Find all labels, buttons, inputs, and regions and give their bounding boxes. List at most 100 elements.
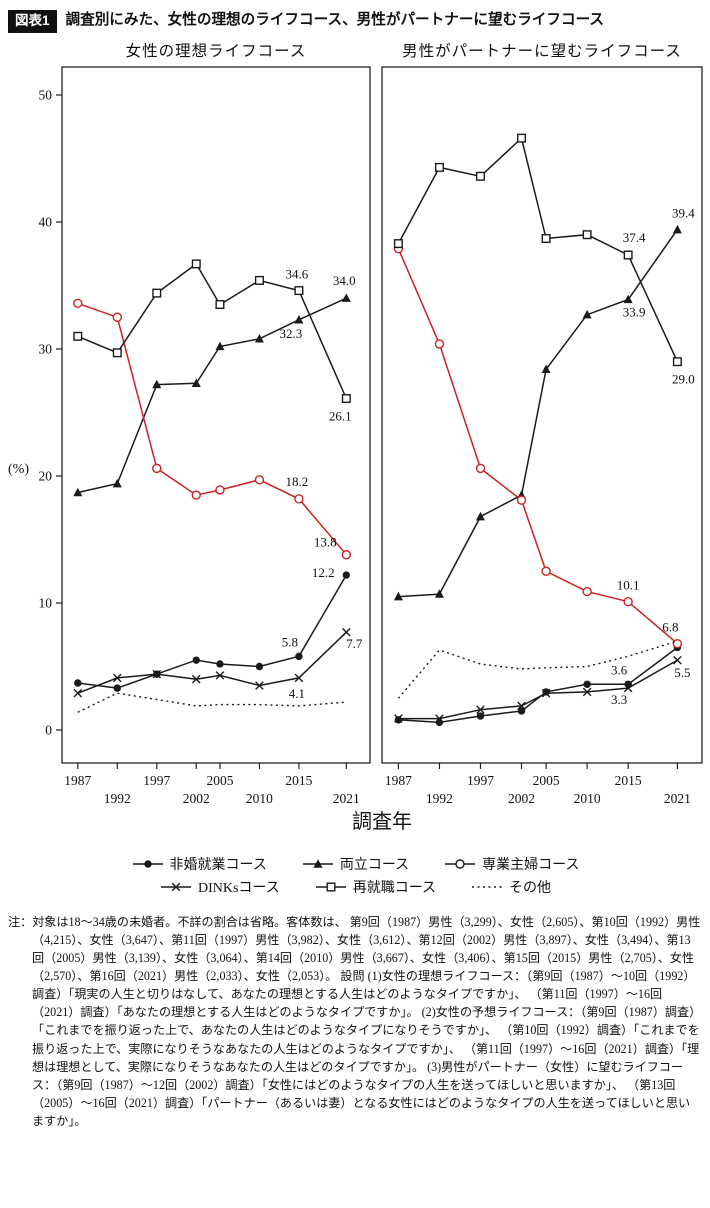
triangle-filled-marker-icon — [313, 858, 323, 868]
figure-number-badge: 図表1 — [8, 10, 57, 33]
series-marker-reemployment — [73, 331, 83, 341]
series-marker-dinks — [342, 627, 351, 637]
x-tick-label: 2002 — [183, 791, 210, 806]
series-marker-non-marriage-work — [394, 715, 403, 724]
x-tick-label: 2010 — [246, 791, 273, 806]
series-marker-non-marriage-work — [192, 655, 200, 664]
y-axis-label: (%) — [8, 462, 29, 477]
legend-item-reemployment: 再就職コース — [314, 877, 436, 897]
life-course-line-chart: (%) 女性の理想ライフコース 0 10 20 30 40 50 1987 1992 1997 200… — [8, 41, 703, 833]
series-marker-housewife — [672, 638, 683, 648]
point-label: 33.9 — [623, 304, 646, 319]
point-label: 39.4 — [672, 205, 695, 220]
legend-label: その他 — [509, 880, 552, 896]
series-marker-balance — [215, 341, 225, 350]
figure-page: 図表1 調査別にみた、女性の理想のライフコース、男性がパートナーに望むライフコー… — [0, 0, 710, 1128]
series-marker-reemployment — [672, 356, 682, 366]
series-marker-dinks — [294, 673, 304, 682]
series-marker-dinks — [73, 688, 83, 698]
series-line-non-marriage-work — [398, 646, 678, 723]
legend-label: DINKsコース — [197, 880, 280, 896]
series-marker-non-marriage-work — [342, 570, 351, 579]
series-line-reemployment — [397, 136, 679, 362]
x-tick-label: 1992 — [426, 791, 453, 806]
series-line-balance — [398, 228, 679, 597]
point-label: 37.4 — [623, 230, 646, 245]
series-marker-housewife — [541, 566, 551, 576]
point-label: 29.0 — [672, 371, 695, 386]
series-marker-reemployment — [434, 162, 444, 172]
series-marker-reemployment — [475, 171, 485, 181]
series-marker-non-marriage-work — [216, 659, 224, 668]
point-label: 12.2 — [312, 565, 335, 580]
series-marker-dinks — [517, 701, 526, 710]
x-tick-label: 1997 — [143, 773, 170, 788]
series-line-housewife — [397, 247, 678, 644]
series-marker-dinks — [255, 680, 264, 690]
series-marker-balance — [582, 309, 592, 318]
series-marker-dinks — [435, 713, 444, 723]
series-marker-reemployment — [623, 250, 633, 260]
legend-item-housewife: 専業主婦コース — [443, 854, 579, 874]
legend-item-other: その他 — [470, 877, 551, 897]
x-tick-label: 2021 — [664, 791, 691, 806]
x-tick-label: 2002 — [508, 791, 535, 806]
series-marker-housewife — [623, 596, 633, 606]
x-tick-label: 1992 — [104, 791, 131, 806]
series-marker-dinks — [673, 655, 682, 664]
circle-open-icon — [445, 858, 476, 869]
panel-title: 女性の理想ライフコース — [126, 41, 307, 60]
series-marker-housewife — [294, 493, 304, 504]
point-label: 26.1 — [329, 408, 352, 423]
point-label: 7.7 — [346, 636, 363, 651]
series-marker-housewife — [215, 484, 225, 495]
series-marker-reemployment — [294, 285, 304, 295]
series-marker-balance — [254, 333, 264, 343]
y-tick-label: 30 — [39, 341, 53, 356]
series-marker-dinks — [191, 674, 201, 684]
series-marker-housewife — [516, 494, 527, 505]
series-marker-housewife — [152, 463, 162, 473]
series-marker-reemployment — [393, 238, 403, 248]
point-label: 13.8 — [314, 534, 337, 549]
series-marker-housewife — [434, 338, 445, 349]
series-marker-dinks — [112, 673, 122, 682]
legend-label: 再就職コース — [352, 880, 437, 896]
series-marker-dinks — [541, 688, 551, 698]
legend-item-non-marriage-work: 非婚就業コース — [131, 854, 267, 874]
series-marker-dinks — [623, 683, 633, 692]
series-marker-balance — [73, 487, 83, 496]
series-marker-housewife — [582, 586, 592, 596]
x-tick-label: 2010 — [574, 791, 601, 806]
series-marker-non-marriage-work — [255, 662, 264, 670]
series-marker-non-marriage-work — [435, 718, 444, 726]
panel-title: 男性がパートナーに望むライフコース — [402, 42, 682, 60]
x-tick-label: 2015 — [615, 773, 642, 788]
point-label: 34.0 — [333, 273, 356, 288]
panel-box — [381, 65, 703, 764]
point-label: 10.1 — [617, 577, 640, 592]
point-label: 32.3 — [280, 325, 303, 340]
x-tick-label: 2005 — [206, 773, 233, 788]
chart-area: (%) 女性の理想ライフコース 0 10 20 30 40 50 1987 1992 1997 200… — [0, 37, 710, 840]
series-marker-reemployment — [516, 133, 526, 143]
circle-filled-icon — [132, 859, 163, 868]
point-label: 5.8 — [282, 634, 298, 649]
point-label: 5.5 — [674, 665, 690, 680]
series-marker-balance — [152, 379, 162, 388]
series-marker-non-marriage-work — [295, 652, 303, 660]
series-marker-dinks — [215, 670, 225, 680]
series-line-reemployment — [77, 262, 347, 399]
series-marker-reemployment — [254, 275, 264, 285]
legend-item-dinks: DINKsコース — [159, 877, 280, 897]
chart-legend: 非婚就業コース 両立コース 専業主婦コース DINKsコース 再就職コース その他 — [0, 854, 710, 897]
series-marker-non-marriage-work — [517, 706, 526, 715]
series-marker-balance — [393, 591, 403, 600]
series-marker-non-marriage-work — [583, 680, 591, 688]
point-label: 3.3 — [611, 692, 627, 707]
line-dotted-icon — [472, 885, 503, 888]
y-tick-label: 0 — [45, 722, 52, 737]
series-marker-balance — [475, 511, 485, 520]
figure-header: 図表1 調査別にみた、女性の理想のライフコース、男性がパートナーに望むライフコー… — [0, 0, 710, 35]
legend-label: 専業主婦コース — [482, 857, 580, 873]
